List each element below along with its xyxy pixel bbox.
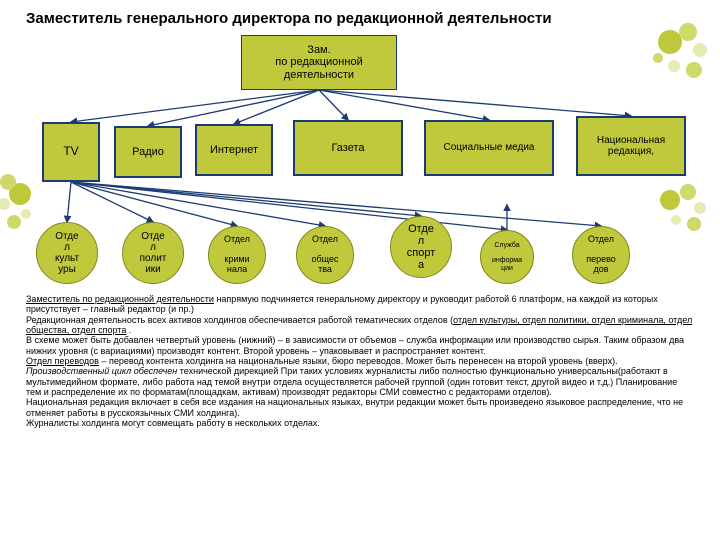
decorative-dot	[0, 198, 10, 210]
decorative-dot	[653, 53, 663, 63]
department-node: Отдел переводов	[572, 226, 630, 284]
department-node: Отделкультуры	[36, 222, 98, 284]
decorative-dot	[660, 190, 680, 210]
decorative-dot	[21, 209, 31, 219]
department-node: Служба информации	[480, 230, 534, 284]
department-node: Отдел криминала	[208, 226, 266, 284]
page-title: Заместитель генерального директора по ре…	[26, 10, 552, 27]
platform-node: Газета	[293, 120, 403, 176]
decorative-dot	[686, 62, 702, 78]
decorative-dot	[680, 184, 696, 200]
top-node: Зам.по редакционнойдеятельности	[241, 35, 397, 90]
description-text: Заместитель по редакционной деятельности…	[26, 294, 694, 428]
decorative-dot	[7, 215, 21, 229]
platform-node: Социальные медиа	[424, 120, 554, 176]
decorative-dot	[679, 23, 697, 41]
department-node: Отдел общества	[296, 226, 354, 284]
decorative-dot	[671, 215, 681, 225]
decorative-dot	[668, 60, 680, 72]
decorative-dot	[0, 174, 16, 190]
department-node: Отделспорта	[390, 216, 452, 278]
decorative-dot	[687, 217, 701, 231]
decorative-dot	[694, 202, 706, 214]
decorative-dot	[693, 43, 707, 57]
platform-node: Национальнаяредакция,	[576, 116, 686, 176]
department-node: Отделполитики	[122, 222, 184, 284]
platform-node: TV	[42, 122, 100, 182]
platform-node: Интернет	[195, 124, 273, 176]
platform-node: Радио	[114, 126, 182, 178]
